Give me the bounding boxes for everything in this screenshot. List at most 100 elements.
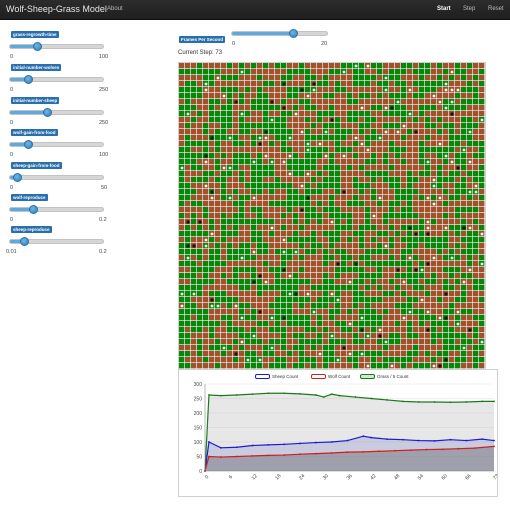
x-tick-label: 18 — [274, 473, 282, 481]
data-point — [235, 446, 238, 449]
sheep-agent — [306, 292, 310, 296]
slider-thumb[interactable] — [20, 237, 30, 246]
sheep-agent — [342, 154, 346, 158]
x-tick-label: 6 — [228, 474, 234, 480]
x-tick-label: 30 — [322, 473, 330, 481]
sheep-agent — [450, 256, 454, 260]
data-point — [219, 446, 222, 449]
slider-thumb[interactable] — [289, 29, 299, 38]
sheep-agent — [420, 268, 424, 272]
sheep-agent — [426, 310, 430, 314]
sheep-agent — [348, 322, 352, 326]
wolf-agent — [282, 268, 286, 272]
wolf-agent — [396, 268, 400, 272]
sheep-agent — [234, 304, 238, 308]
sheep-agent — [432, 364, 436, 368]
series-line — [204, 445, 495, 472]
step-button[interactable]: Step — [463, 6, 476, 12]
slider-sheep-gain-from-food[interactable] — [9, 173, 104, 182]
sheep-agent — [468, 160, 472, 164]
sheep-agent — [384, 76, 388, 80]
wolf-agent — [450, 112, 454, 116]
x-tick-label: 0 — [204, 474, 210, 480]
sheep-agent — [480, 232, 484, 236]
slider-min: 0 — [10, 87, 14, 93]
sheep-agent — [240, 340, 244, 344]
wolf-agent — [414, 232, 418, 236]
sheep-agent — [450, 88, 454, 92]
reset-button[interactable]: Reset — [488, 6, 504, 12]
data-point — [465, 401, 468, 403]
data-point — [394, 449, 396, 452]
sheep-agent — [282, 250, 286, 254]
wolf-agent — [258, 310, 262, 314]
slider-grass-regrowth-time[interactable] — [9, 42, 104, 51]
data-point — [299, 453, 301, 456]
sheep-agent — [366, 334, 370, 338]
sheep-agent — [312, 88, 316, 92]
wolf-agent — [456, 166, 460, 170]
y-tick-label: 300 — [194, 382, 203, 388]
sheep-agent — [450, 100, 454, 104]
y-tick-label: 0 — [199, 469, 202, 475]
slider-wolf-reproduce[interactable] — [9, 205, 104, 214]
sheep-agent — [384, 106, 388, 110]
wolf-agent — [186, 244, 190, 248]
about-link[interactable]: About — [107, 6, 123, 12]
slider-thumb[interactable] — [42, 108, 52, 117]
slider-sheep-reproduce[interactable] — [9, 237, 104, 246]
sheep-agent — [390, 364, 394, 368]
sheep-agent — [252, 250, 256, 254]
wolf-agent — [444, 292, 448, 296]
x-tick-label: 66 — [464, 473, 472, 481]
sheep-agent — [444, 226, 448, 230]
sheep-agent — [474, 184, 478, 188]
sheep-agent — [438, 100, 442, 104]
wolf-agent — [264, 130, 268, 134]
data-point — [330, 393, 333, 396]
slider-initial-number-sheep[interactable] — [9, 108, 104, 117]
sheep-agent — [468, 226, 472, 230]
wolf-agent — [312, 82, 316, 86]
sheep-agent — [186, 112, 190, 116]
data-point — [314, 452, 317, 455]
data-point — [299, 442, 301, 445]
series-line — [204, 392, 494, 472]
slider-thumb[interactable] — [24, 140, 34, 149]
slider-thumb[interactable] — [33, 42, 43, 51]
simulation-world[interactable] — [178, 62, 486, 370]
wolf-agent — [210, 298, 214, 302]
sheep-agent — [264, 136, 268, 140]
slider-thumb[interactable] — [24, 75, 34, 84]
sheep-agent — [222, 166, 226, 170]
data-point — [354, 396, 357, 398]
sheep-agent — [300, 184, 304, 188]
fps-slider[interactable] — [231, 29, 328, 38]
data-point — [314, 441, 317, 444]
x-tick-label: 36 — [346, 473, 354, 481]
sheep-agent — [246, 358, 250, 362]
slider-initial-number-wolves[interactable] — [9, 75, 104, 84]
data-point — [386, 399, 389, 401]
sheep-agent — [432, 94, 436, 98]
sheep-agent — [216, 76, 220, 80]
sheep-agent — [252, 334, 256, 338]
sheep-agent — [204, 238, 208, 242]
start-button[interactable]: Start — [437, 6, 451, 12]
sheep-agent — [366, 148, 370, 152]
y-tick-label: 100 — [194, 440, 203, 446]
wolf-agent — [282, 82, 286, 86]
sheep-agent — [294, 250, 298, 254]
slider-wolf-gain-from-food[interactable] — [9, 140, 104, 149]
sheep-agent — [408, 310, 412, 314]
slider-thumb[interactable] — [12, 173, 22, 182]
sheep-agent — [330, 220, 334, 224]
sheep-agent — [480, 340, 484, 344]
app-title[interactable]: Wolf-Sheep-Grass Model — [6, 4, 107, 14]
legend-swatch-sheep — [255, 374, 270, 380]
sheep-agent — [270, 346, 274, 350]
sheep-agent — [360, 106, 364, 110]
slider-thumb[interactable] — [28, 205, 38, 214]
wolf-agent — [414, 130, 418, 134]
data-point — [465, 439, 468, 442]
